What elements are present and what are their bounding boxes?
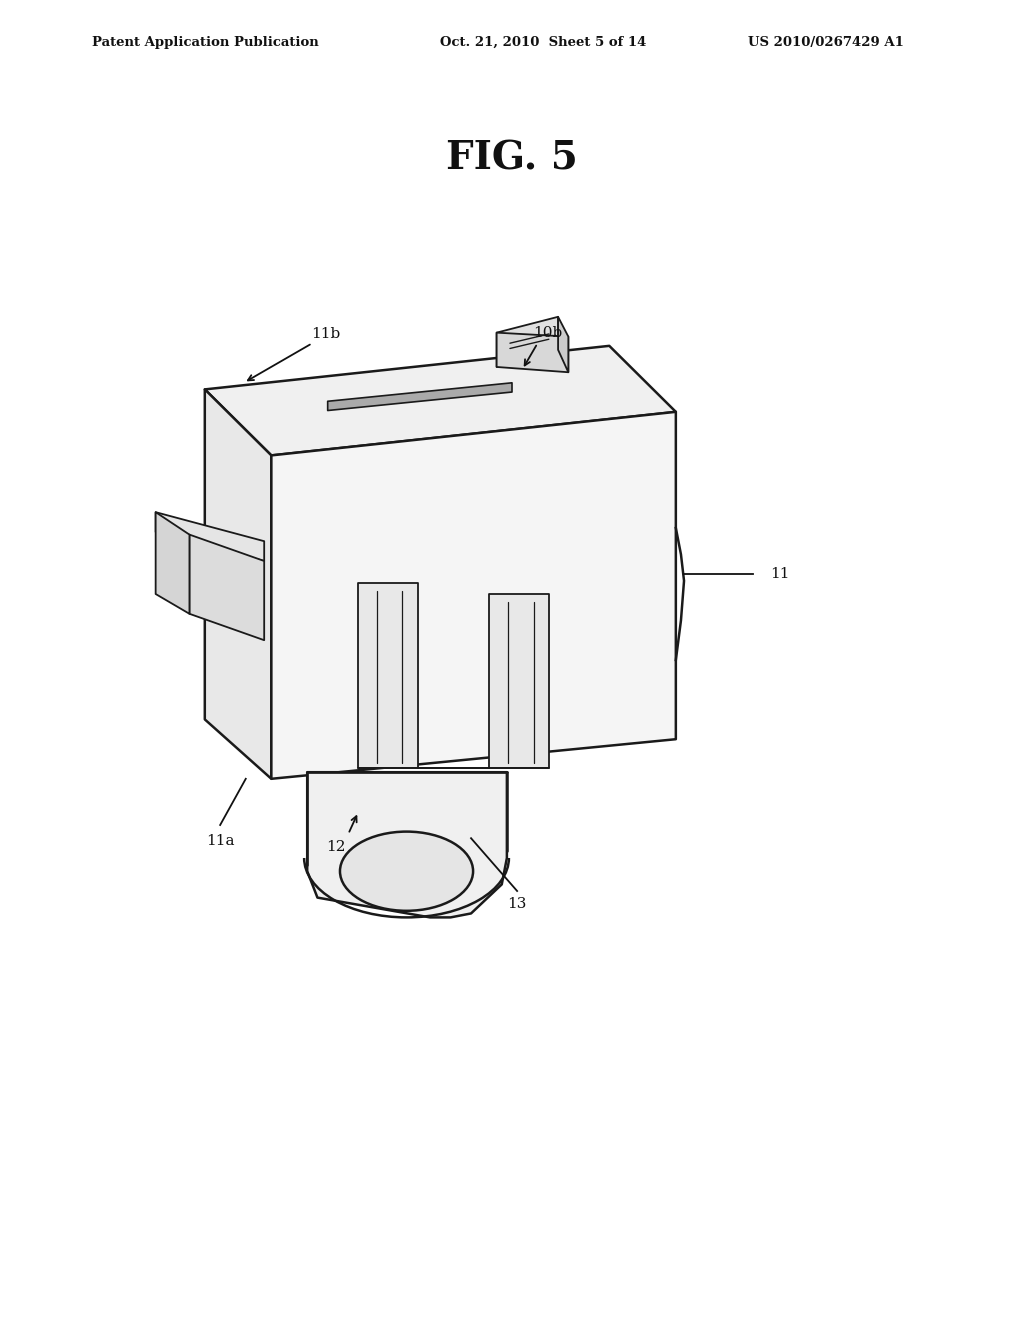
Text: Patent Application Publication: Patent Application Publication [92, 36, 318, 49]
Text: 12: 12 [326, 841, 346, 854]
Polygon shape [205, 389, 271, 779]
Polygon shape [156, 512, 264, 561]
Text: 11b: 11b [311, 327, 340, 341]
Text: 13: 13 [508, 898, 526, 911]
Text: 10b: 10b [534, 326, 562, 339]
Text: FIG. 5: FIG. 5 [446, 140, 578, 177]
Polygon shape [558, 317, 568, 372]
Polygon shape [489, 594, 549, 768]
Polygon shape [156, 512, 189, 614]
Text: 11: 11 [770, 568, 791, 581]
Polygon shape [271, 412, 676, 779]
Polygon shape [205, 346, 676, 455]
Text: 11a: 11a [206, 834, 234, 847]
Polygon shape [307, 772, 507, 917]
Polygon shape [358, 583, 418, 768]
Polygon shape [497, 317, 558, 367]
Polygon shape [328, 383, 512, 411]
Text: US 2010/0267429 A1: US 2010/0267429 A1 [748, 36, 903, 49]
Text: Oct. 21, 2010  Sheet 5 of 14: Oct. 21, 2010 Sheet 5 of 14 [440, 36, 647, 49]
Polygon shape [497, 333, 568, 372]
Ellipse shape [340, 832, 473, 911]
Polygon shape [189, 535, 264, 640]
